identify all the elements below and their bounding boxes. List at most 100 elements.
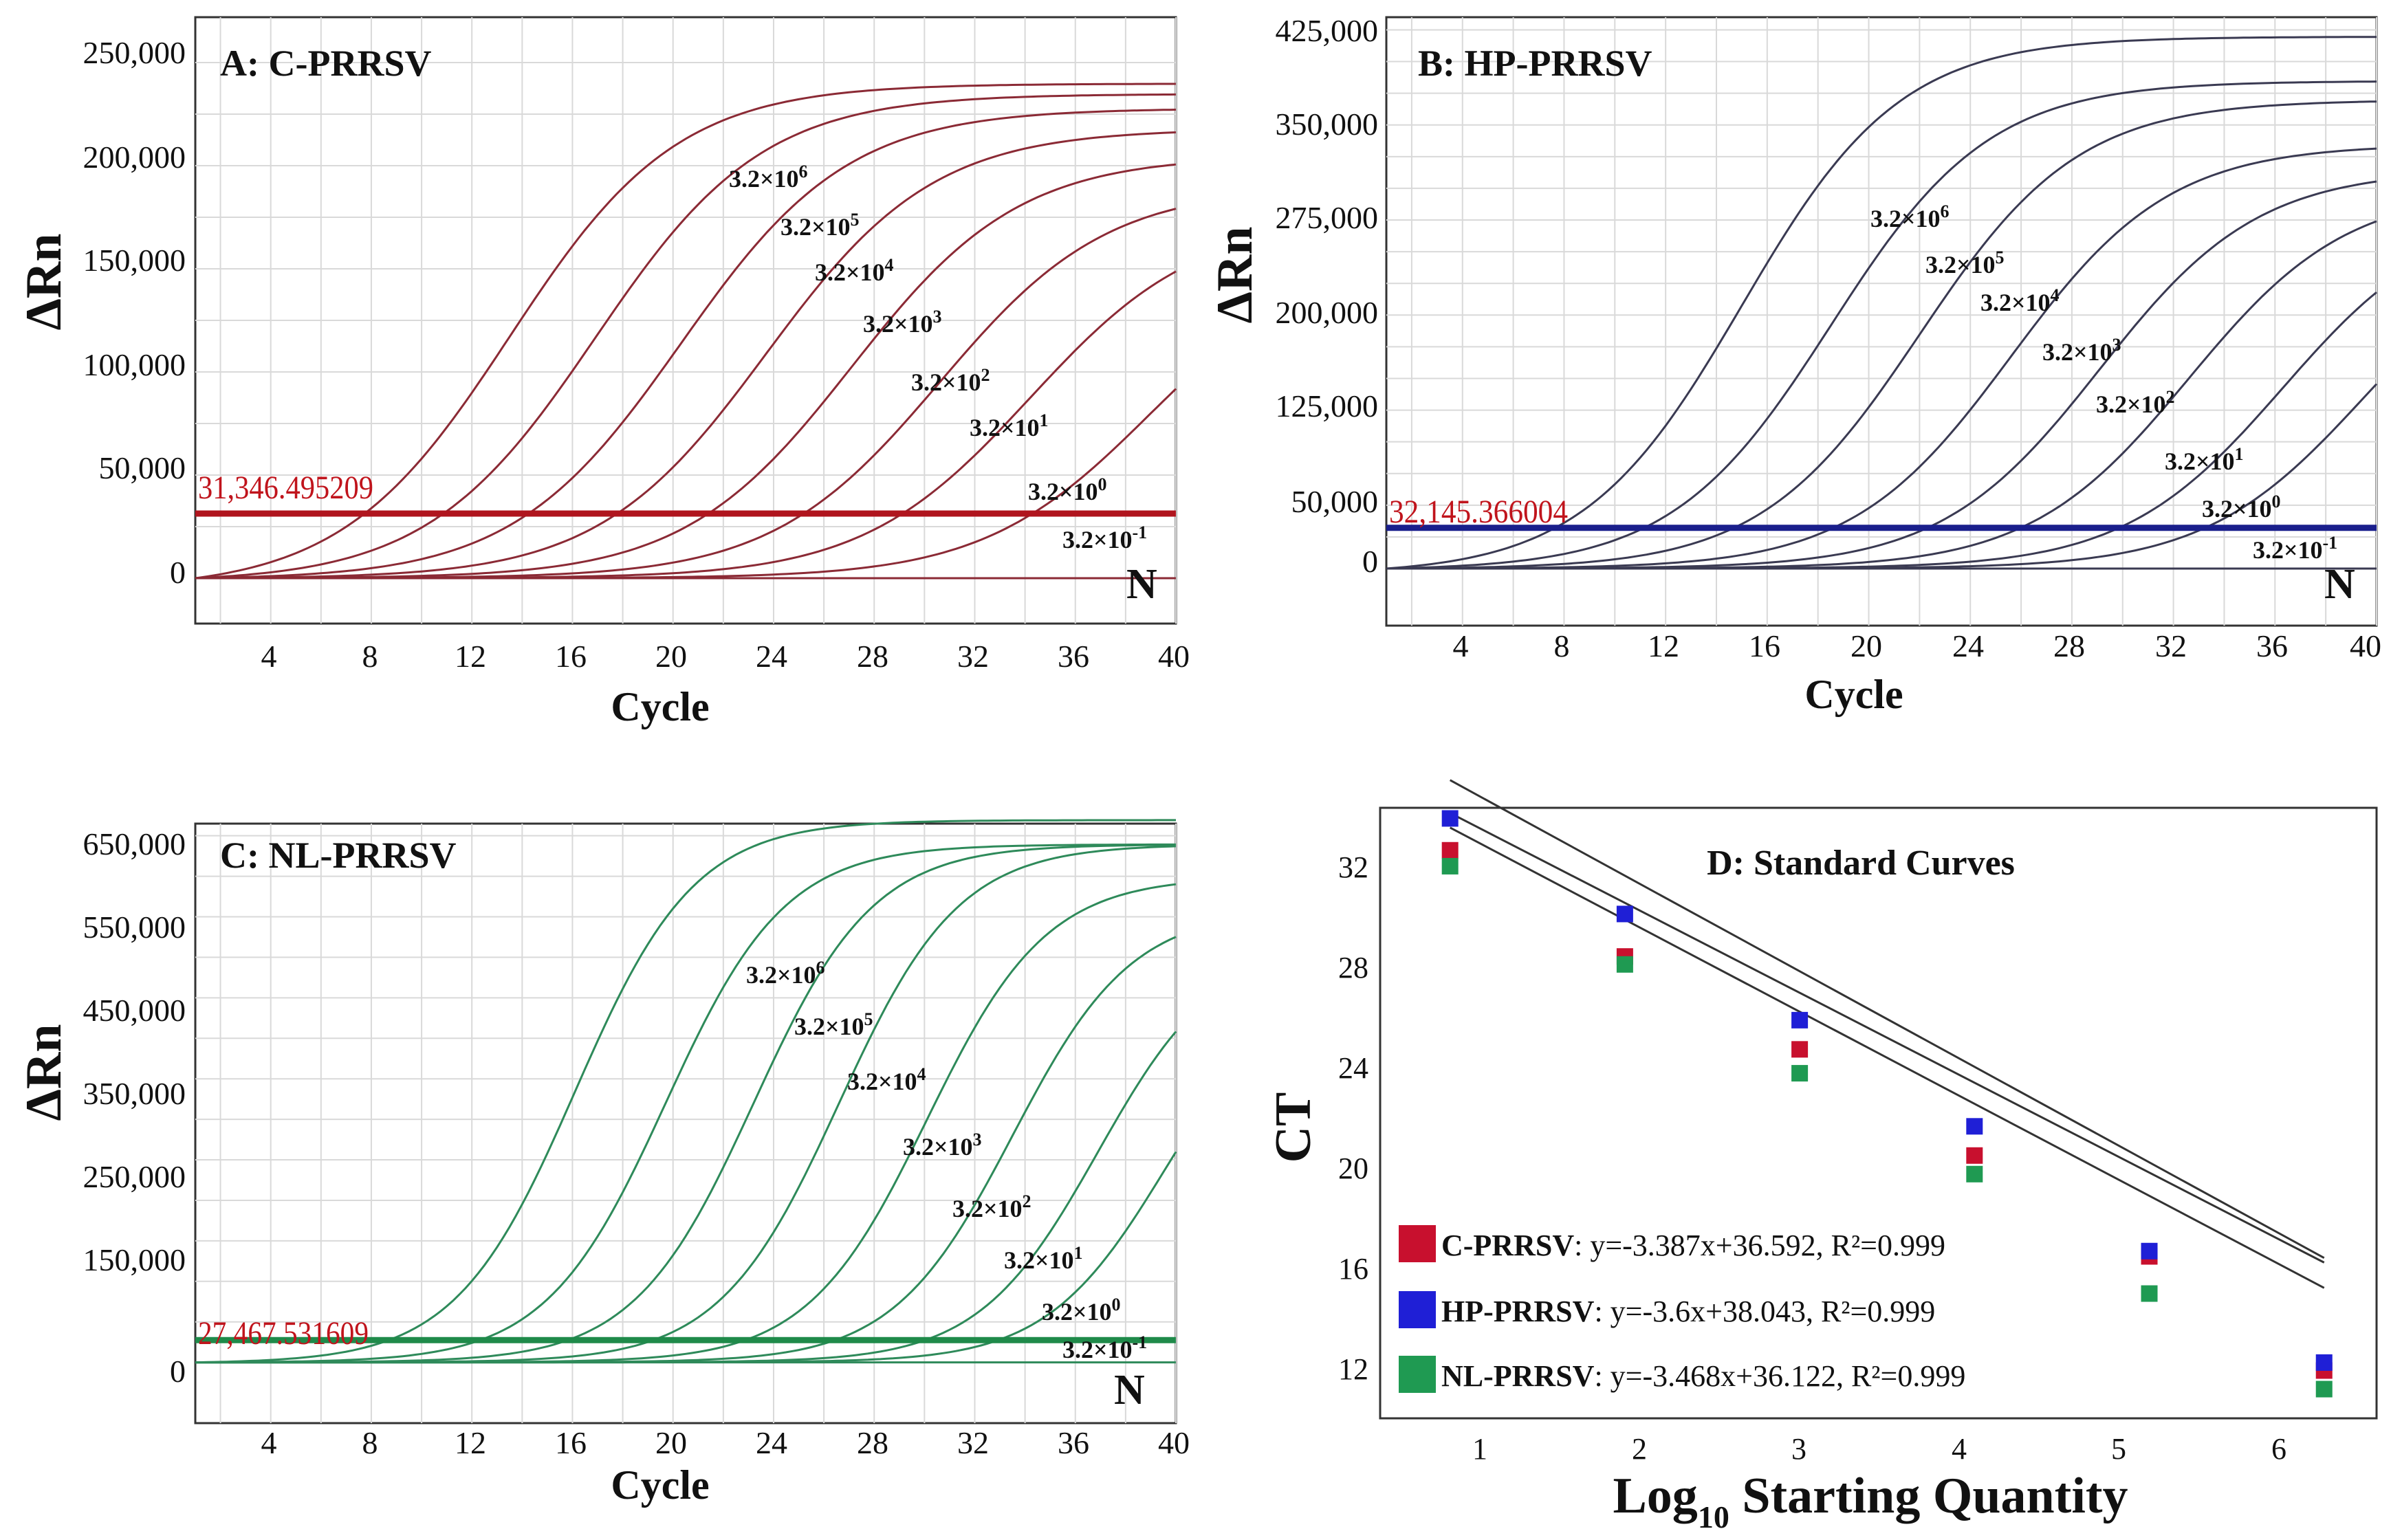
panel-c-xtick: 32 bbox=[957, 1425, 989, 1460]
panel-b-y-axis-label: ΔRn bbox=[1207, 227, 1263, 324]
panel-d-xtick: 5 bbox=[2111, 1432, 2126, 1466]
panel-c-xtick: 28 bbox=[857, 1425, 888, 1460]
panel-a-threshold-label: 31,346.495209 bbox=[198, 470, 373, 506]
panel-c-ytick: 0 bbox=[170, 1354, 186, 1389]
panel-d-ytick: 20 bbox=[1338, 1152, 1368, 1185]
panel-b-xtick: 8 bbox=[1554, 628, 1570, 663]
panel-a-xtick: 28 bbox=[857, 639, 888, 674]
panel-a-ytick: 200,000 bbox=[83, 140, 186, 175]
panel-a-series-label: 3.2×105 bbox=[780, 210, 860, 241]
panel-a-xtick: 8 bbox=[362, 639, 378, 674]
regression-line-c-prrsv bbox=[1449, 812, 2325, 1264]
panel-a-xtick: 20 bbox=[655, 639, 687, 674]
legend-swatch-hp-prrsv bbox=[1399, 1291, 1436, 1328]
panel-b-x-axis-label: Cycle bbox=[1804, 672, 1903, 717]
panel-b-grid bbox=[1386, 17, 2377, 626]
panel-c-xtick: 8 bbox=[362, 1425, 378, 1460]
panel-a-y-axis-label: ΔRn bbox=[16, 234, 72, 331]
panel-c-ytick: 650,000 bbox=[83, 826, 186, 861]
panel-c-series-label: 3.2×100 bbox=[1042, 1295, 1121, 1326]
legend-entry-c-prrsv: C-PRRSV: y=-3.387x+36.592, R²=0.999 bbox=[1441, 1229, 1945, 1262]
panel-c-xtick: 36 bbox=[1058, 1425, 1089, 1460]
panel-a-series-label: 3.2×103 bbox=[863, 307, 942, 338]
panel-c-x-ticks: 4 8 12 16 20 24 28 32 36 40 bbox=[261, 1425, 1190, 1460]
panel-b-series-label: 3.2×101 bbox=[2165, 444, 2244, 475]
panel-b-curves bbox=[1386, 36, 2378, 570]
panel-a-amplification-curve bbox=[195, 82, 1176, 580]
panel-c-series-label: 3.2×101 bbox=[1004, 1243, 1083, 1274]
panel-a-series-label: 3.2×106 bbox=[729, 162, 808, 192]
data-point-nl-prrsv bbox=[1616, 956, 1633, 973]
panel-b-series-label: 3.2×106 bbox=[1870, 201, 1950, 232]
panel-c-y-axis-label: ΔRn bbox=[16, 1024, 72, 1121]
panel-c-curves bbox=[195, 819, 1177, 1364]
panel-a-series-label: 3.2×10-1 bbox=[1062, 522, 1147, 553]
panel-c-amplification-curve bbox=[195, 819, 1176, 1364]
panel-b-series-label: 3.2×104 bbox=[1980, 285, 2060, 316]
panel-c-threshold-label: 27,467.531609 bbox=[198, 1315, 369, 1352]
panel-c-xtick: 20 bbox=[655, 1425, 687, 1460]
panel-c-xtick: 24 bbox=[756, 1425, 787, 1460]
panel-c: C: NL-PRRSV 27,467.531609 650,000 550,00… bbox=[16, 819, 1190, 1508]
panel-c-amplification-curve bbox=[195, 843, 1176, 1364]
panel-a-xtick: 4 bbox=[261, 639, 277, 674]
panel-a-curves bbox=[195, 82, 1177, 580]
panel-b-ytick: 350,000 bbox=[1276, 107, 1379, 142]
panel-c-x-axis-label: Cycle bbox=[611, 1462, 709, 1508]
data-point-hp-prrsv bbox=[1441, 810, 1459, 827]
panel-b-ytick: 425,000 bbox=[1276, 13, 1379, 48]
panel-d-xtick: 2 bbox=[1632, 1432, 1647, 1466]
panel-b-amplification-curve bbox=[1386, 100, 2377, 570]
panel-a-amplification-curve bbox=[195, 93, 1177, 580]
panel-c-series-label: 3.2×103 bbox=[903, 1130, 982, 1160]
data-point-hp-prrsv bbox=[1616, 905, 1633, 923]
panel-b-series-label: 3.2×105 bbox=[1925, 248, 2005, 278]
panel-c-ytick: 550,000 bbox=[83, 910, 186, 945]
panel-a-ytick: 0 bbox=[170, 555, 186, 590]
panel-b-ytick: 125,000 bbox=[1276, 388, 1379, 424]
panel-c-negative-label: N bbox=[1114, 1367, 1145, 1414]
panel-c-y-ticks: 650,000 550,000 450,000 350,000 250,000 … bbox=[83, 826, 186, 1389]
panel-b-series-label: 3.2×103 bbox=[2042, 335, 2121, 366]
panel-a-x-ticks: 4 8 12 16 20 24 28 32 36 40 bbox=[261, 639, 1190, 674]
panel-a-amplification-curve bbox=[195, 131, 1177, 580]
panel-c-series-label: 3.2×106 bbox=[746, 958, 825, 989]
panel-a-xtick: 24 bbox=[756, 639, 787, 674]
panel-d-y-ticks: 32 28 24 20 16 12 bbox=[1338, 850, 1368, 1386]
regression-line-hp-prrsv bbox=[1449, 779, 2325, 1260]
panel-a-series-label: 3.2×104 bbox=[815, 255, 894, 286]
panel-b-ytick: 50,000 bbox=[1291, 484, 1379, 519]
panel-b-amplification-curve bbox=[1386, 80, 2377, 570]
panel-d-y-axis-label: CT bbox=[1265, 1092, 1322, 1163]
panel-a-series-label: 3.2×101 bbox=[970, 410, 1049, 441]
panel-d-ytick: 24 bbox=[1338, 1051, 1368, 1085]
panel-a-series-labels: 3.2×106 3.2×105 3.2×104 3.2×103 3.2×102 … bbox=[729, 162, 1147, 553]
panel-c-xtick: 4 bbox=[261, 1425, 277, 1460]
panel-a-series-label: 3.2×100 bbox=[1028, 474, 1107, 505]
panel-b-series-labels: 3.2×106 3.2×105 3.2×104 3.2×103 3.2×102 … bbox=[1870, 201, 2337, 564]
panel-b-series-label: 3.2×102 bbox=[2096, 387, 2175, 418]
panel-a-xtick: 36 bbox=[1058, 639, 1089, 674]
panel-c-series-label: 3.2×102 bbox=[952, 1191, 1031, 1222]
data-point-nl-prrsv bbox=[1791, 1065, 1809, 1082]
panel-c-plot-area bbox=[194, 822, 1177, 1424]
data-point-hp-prrsv bbox=[2141, 1242, 2158, 1260]
panel-a-ytick: 50,000 bbox=[99, 450, 186, 485]
panel-d-x-axis-label: Log10 Starting Quantity bbox=[1613, 1468, 2128, 1534]
panel-c-title: C: NL-PRRSV bbox=[220, 835, 457, 876]
panel-c-series-label: 3.2×10-1 bbox=[1062, 1332, 1147, 1363]
panel-a-y-ticks: 250,000 200,000 150,000 100,000 50,000 0 bbox=[83, 35, 186, 590]
data-point-nl-prrsv bbox=[1441, 857, 1459, 874]
regression-line-nl-prrsv bbox=[1449, 826, 2325, 1289]
panel-b-xtick: 16 bbox=[1749, 628, 1780, 663]
panel-a-xtick: 40 bbox=[1158, 639, 1190, 674]
panel-c-ytick: 250,000 bbox=[83, 1159, 186, 1194]
panel-a-negative-label: N bbox=[1126, 561, 1157, 608]
data-point-c-prrsv bbox=[1966, 1147, 1983, 1164]
panel-a-ytick: 100,000 bbox=[83, 347, 186, 382]
panel-a-amplification-curve bbox=[195, 109, 1177, 580]
panel-c-xtick: 12 bbox=[455, 1425, 486, 1460]
panel-b-y-ticks: 425,000 350,000 275,000 200,000 125,000 … bbox=[1276, 13, 1379, 579]
panel-c-series-label: 3.2×105 bbox=[794, 1009, 873, 1040]
panel-c-ytick: 350,000 bbox=[83, 1076, 186, 1111]
